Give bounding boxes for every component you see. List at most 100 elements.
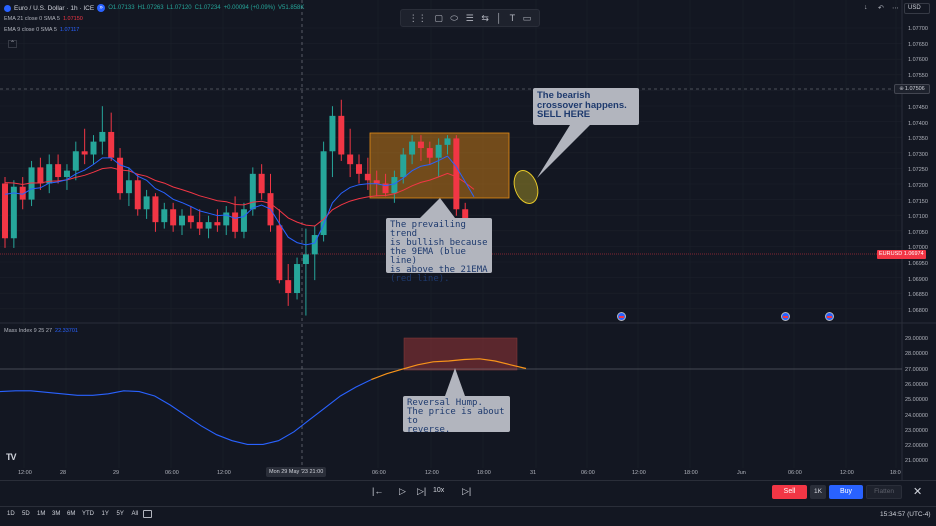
replay-icon[interactable]: ↶ <box>878 5 884 12</box>
candle-body <box>364 173 371 181</box>
close-replay-icon[interactable]: ✕ <box>913 486 923 498</box>
range-button[interactable]: 3M <box>52 511 61 517</box>
tradingview-logo[interactable]: TV <box>6 452 16 462</box>
crosshair-price-value: 1.07506 <box>904 86 925 92</box>
economic-event-icon[interactable] <box>825 312 834 321</box>
crosshair-price-tag: ⊕1.07506 <box>894 84 930 94</box>
candle <box>347 128 354 178</box>
candle-body <box>161 209 168 223</box>
ema9-legend[interactable]: EMA 9 close 0 SMA 5 1.07117 <box>4 27 79 33</box>
ema-21-line <box>4 167 475 227</box>
mass-index-legend[interactable]: Mass Index 9 25 27 22.33701 <box>4 328 78 334</box>
price-axis-label: 1.07650 <box>908 41 928 48</box>
drag-handle-icon[interactable]: ⋮⋮ <box>408 12 427 23</box>
time-axis-label: 06:00 <box>788 470 802 476</box>
mass-index-axis-label: 25.00000 <box>905 397 928 404</box>
candle-body <box>55 164 62 178</box>
clock: 15:34:57 (UTC-4) <box>880 511 931 518</box>
replay-speed[interactable]: 10x <box>433 487 445 494</box>
candle-body <box>125 180 132 194</box>
candle <box>320 141 327 242</box>
candle-body <box>10 186 17 239</box>
candle-body <box>391 177 398 194</box>
candle <box>417 135 424 161</box>
economic-event-icon[interactable] <box>617 312 626 321</box>
rectangle-tool-icon[interactable]: ▢ <box>434 12 443 23</box>
buy-button[interactable]: Buy <box>829 485 863 499</box>
price-axis-label: 1.07000 <box>908 245 928 252</box>
collapse-legend-button[interactable]: ⌃ <box>8 40 17 48</box>
symbol-title: Euro / U.S. Dollar · 1h · ICE <box>14 4 95 12</box>
candle <box>152 193 159 232</box>
candle <box>453 135 460 216</box>
mass-index-axis-label: 22.00000 <box>905 443 928 450</box>
calendar-icon[interactable] <box>143 510 152 518</box>
ema9-label: EMA 9 close 0 SMA 5 <box>4 27 57 33</box>
candle <box>125 167 132 207</box>
candle-body <box>417 141 424 149</box>
candle <box>99 106 106 155</box>
range-button[interactable]: 6M <box>67 511 76 517</box>
ellipse-tool-icon[interactable]: ⬭ <box>450 12 459 23</box>
candle-body <box>409 141 416 155</box>
eu-flag-icon <box>4 4 11 12</box>
time-axis-label: 12:00 <box>840 470 854 476</box>
flatten-button[interactable]: Flatten <box>866 485 902 499</box>
settings-icon[interactable]: ⋯ <box>892 5 899 12</box>
bullish-trend-note[interactable]: The prevailing trend is bullish because … <box>386 218 492 284</box>
quantity-field[interactable]: 1K <box>810 485 826 499</box>
candle <box>356 154 362 184</box>
sell-button[interactable]: Sell <box>772 485 807 499</box>
scroll-down-icon[interactable]: ↓ <box>864 4 868 11</box>
candle <box>161 202 168 229</box>
jump-to-realtime-icon[interactable]: ▷| <box>462 486 472 496</box>
add-alert-icon[interactable]: ⊕ <box>899 86 904 92</box>
text-tool-icon[interactable]: T <box>509 12 516 23</box>
range-button[interactable]: 1D <box>7 511 15 517</box>
select-bar-icon[interactable]: |← <box>372 486 384 496</box>
candle <box>37 157 44 190</box>
candle <box>2 177 8 248</box>
range-button[interactable]: YTD <box>82 511 94 517</box>
candle-body <box>214 222 221 226</box>
volume-value: V51.858K <box>278 5 305 11</box>
reversal-hump-note[interactable]: Reversal Hump. The price is about to rev… <box>403 396 510 435</box>
range-button[interactable]: All <box>131 511 139 517</box>
candle <box>302 228 309 316</box>
range-button[interactable]: 1Y <box>101 511 109 517</box>
ema21-legend[interactable]: EMA 21 close 0 SMA 5 1.07150 <box>4 16 83 22</box>
price-axis-label: 1.06800 <box>908 307 928 314</box>
bearish-crossover-note[interactable]: The bearish crossover happens. SELL HERE <box>533 88 639 125</box>
align-tool-icon[interactable]: ⇆ <box>481 12 489 23</box>
candle <box>117 148 124 200</box>
candle <box>364 157 371 190</box>
vertical-line-tool-icon[interactable]: │ <box>496 12 503 23</box>
symbol-legend[interactable]: Euro / U.S. Dollar · 1h · ICE » O1.07133… <box>4 4 304 12</box>
candle-body <box>179 215 185 226</box>
candle-body <box>72 151 79 171</box>
step-forward-icon[interactable]: ▷| <box>417 486 427 496</box>
price-change: +0.00094 (+0.09%) <box>223 5 276 11</box>
ema21-label: EMA 21 close 0 SMA 5 <box>4 16 60 22</box>
candle-body <box>205 222 212 229</box>
ema-9-line <box>4 155 475 246</box>
template-tool-icon[interactable]: ☰ <box>465 12 474 23</box>
currency-selector[interactable]: USD <box>904 3 930 14</box>
candle <box>10 180 17 248</box>
drawing-toolbar: ⋮⋮ ▢ ⬭ ☰ ⇆ │ T ▭ <box>400 9 540 27</box>
price-axis-label: 1.06950 <box>908 261 928 267</box>
candle <box>196 209 203 236</box>
candle <box>391 170 398 203</box>
economic-event-icon[interactable] <box>781 312 790 321</box>
price-axis-label: 1.07150 <box>908 198 928 205</box>
callout-tool-icon[interactable]: ▭ <box>522 12 532 23</box>
range-button[interactable]: 5Y <box>116 511 124 517</box>
range-button[interactable]: 1M <box>37 511 46 517</box>
candle-body <box>276 225 283 281</box>
play-icon[interactable]: ▷ <box>399 486 406 496</box>
candle-body <box>320 151 327 236</box>
reversal-callout-pointer <box>445 368 465 396</box>
range-button[interactable]: 5D <box>22 511 30 517</box>
candle-body <box>400 154 407 178</box>
